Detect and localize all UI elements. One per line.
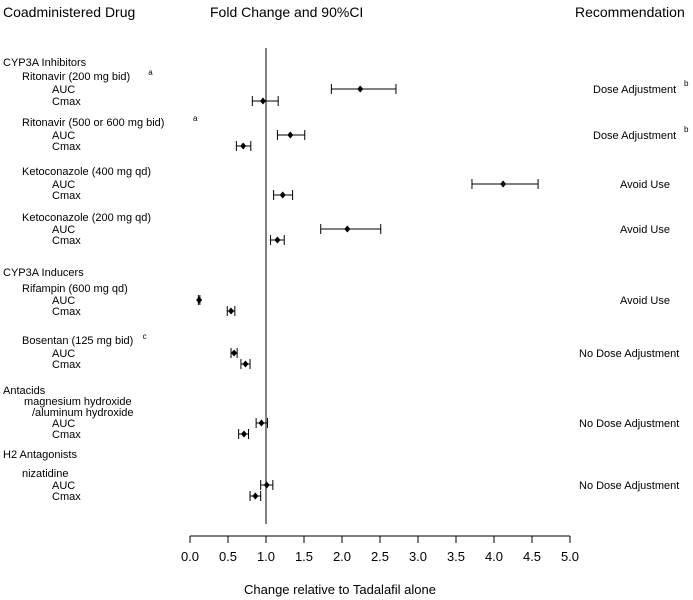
metric-label: Cmax <box>52 190 81 202</box>
header-coadministered-drug: Coadministered Drug <box>3 4 135 20</box>
point-estimate <box>279 191 286 199</box>
marks-layer <box>196 48 539 524</box>
point-estimate <box>228 307 235 315</box>
metric-label: AUC <box>52 179 75 191</box>
group-label: CYP3A Inducers <box>3 267 84 279</box>
point-estimate <box>242 360 249 368</box>
group-label: Antacids <box>3 385 46 397</box>
recommendation-text: No Dose Adjustment <box>579 480 679 492</box>
drug-footnote: a <box>148 68 153 77</box>
metric-label: AUC <box>52 480 75 492</box>
recommendation-text: Dose Adjustment <box>593 130 676 142</box>
drug-name: Ketoconazole (200 mg qd) <box>22 212 151 224</box>
point-estimate <box>344 225 351 233</box>
point-estimate <box>274 236 281 244</box>
point-estimate <box>240 430 247 438</box>
metric-label: AUC <box>52 130 75 142</box>
metric-label: Cmax <box>52 306 81 318</box>
x-tick-label: 4.5 <box>523 549 541 564</box>
metric-label: Cmax <box>52 429 81 441</box>
x-tick-label: 4.0 <box>485 549 503 564</box>
point-estimate <box>500 180 507 188</box>
metric-label: Cmax <box>52 141 81 153</box>
recommendation-text: Avoid Use <box>620 179 670 191</box>
point-estimate <box>240 142 247 150</box>
recommendation-footnote: b <box>684 125 689 134</box>
metric-label: AUC <box>52 418 75 430</box>
point-estimate <box>263 481 270 489</box>
x-axis: 0.0 0.5 1.0 1.5 2.0 2.5 3.0 3.5 4.0 4.5 5.0 <box>181 535 579 564</box>
drug-footnote: a <box>193 114 198 123</box>
recommendation-text: Avoid Use <box>620 295 670 307</box>
group-label: CYP3A Inhibitors <box>3 57 87 69</box>
recommendation-text: Avoid Use <box>620 224 670 236</box>
recommendation-text: No Dose Adjustment <box>579 348 679 360</box>
x-tick-label: 3.5 <box>447 549 465 564</box>
x-tick-label: 1.5 <box>295 549 313 564</box>
x-tick-label: 2.0 <box>333 549 351 564</box>
x-tick-label: 0.5 <box>219 549 237 564</box>
metric-label: AUC <box>52 224 75 236</box>
drug-name: Bosentan (125 mg bid) <box>22 335 133 347</box>
recommendation-text: Dose Adjustment <box>593 84 676 96</box>
drug-name: magnesium hydroxide <box>24 396 132 408</box>
rows-layer: CYP3A Inhibitors Ritonavir (200 mg bid) a D… <box>3 57 689 503</box>
x-tick-label: 5.0 <box>561 549 579 564</box>
drug-name: Ritonavir (500 or 600 mg bid) <box>22 117 164 129</box>
point-estimate <box>357 85 364 93</box>
metric-label: Cmax <box>52 96 81 108</box>
point-estimate <box>252 492 259 500</box>
metric-label: Cmax <box>52 491 81 503</box>
group-label: H2 Antagonists <box>3 449 77 461</box>
x-axis-label: Change relative to Tadalafil alone <box>244 582 436 597</box>
metric-label: Cmax <box>52 235 81 247</box>
drug-name: Rifampin (600 mg qd) <box>22 283 128 295</box>
recommendation-text: No Dose Adjustment <box>579 418 679 430</box>
header-fold-change: Fold Change and 90%CI <box>210 4 363 20</box>
drug-name: Ritonavir (200 mg bid) <box>22 71 130 83</box>
drug-name-line2: /aluminum hydroxide <box>32 407 134 419</box>
recommendation-footnote: b <box>684 79 689 88</box>
point-estimate <box>287 131 294 139</box>
drug-footnote: c <box>143 332 147 341</box>
metric-label: AUC <box>52 84 75 96</box>
drug-name: nizatidine <box>22 468 68 480</box>
drug-name: Ketoconazole (400 mg qd) <box>22 166 151 178</box>
metric-label: AUC <box>52 348 75 360</box>
x-tick-label: 0.0 <box>181 549 199 564</box>
metric-label: Cmax <box>52 359 81 371</box>
point-estimate <box>259 97 266 105</box>
point-estimate <box>258 419 265 427</box>
point-estimate <box>231 349 238 357</box>
x-tick-label: 2.5 <box>371 549 389 564</box>
x-tick-label: 3.0 <box>409 549 427 564</box>
point-estimate <box>196 296 203 304</box>
x-tick-label: 1.0 <box>257 549 275 564</box>
header-recommendation: Recommendation <box>575 4 685 20</box>
metric-label: AUC <box>52 295 75 307</box>
